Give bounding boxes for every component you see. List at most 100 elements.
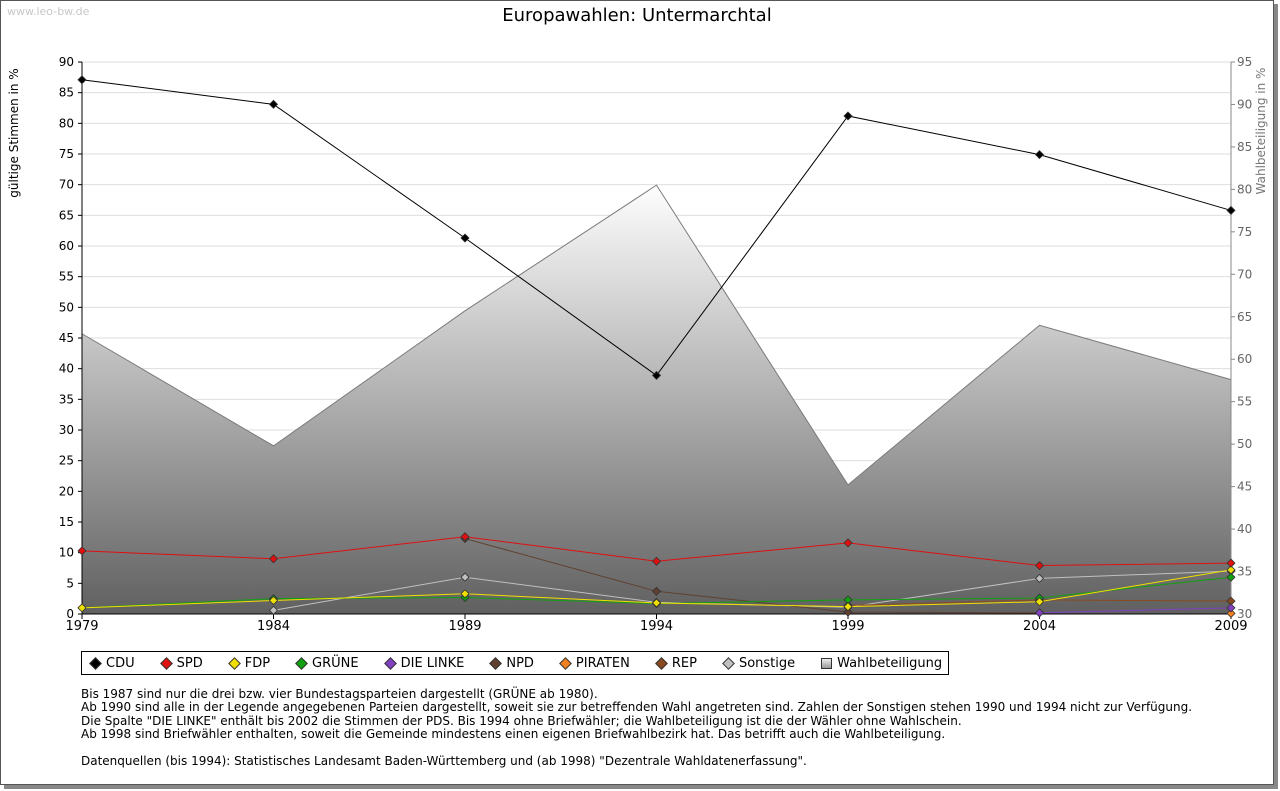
legend-item-gr-ne: GRÜNE [292,656,359,671]
legend-item-piraten: PIRATEN [556,656,630,671]
x-tick-label: 2004 [1023,619,1056,634]
y-axis-label: gültige Stimmen in % [7,68,21,197]
data-point-gr-ne [1226,572,1236,582]
data-point-npd [651,586,662,596]
data-point-cdu [651,370,662,380]
legend-marker-icon [295,657,308,670]
legend-item-cdu: CDU [86,656,135,671]
data-point-npd [843,607,853,617]
legend-item-wahlbeteiligung: Wahlbeteiligung [817,656,942,671]
data-point-spd [843,538,853,548]
y-tick-label: 90 [59,55,74,69]
data-point-spd [651,556,662,566]
x-tick-label: 2009 [1214,619,1247,634]
x-tick-label: 1984 [257,619,290,634]
data-point-fdp [1034,597,1045,607]
data-point-fdp [77,603,87,613]
y2-tick-label: 75 [1237,225,1252,239]
data-point-spd [268,554,279,564]
legend-label: FDP [244,655,271,671]
data-point-spd [1034,560,1045,571]
y2-tick-label: 65 [1237,310,1252,324]
legend-label: NPD [506,655,534,671]
legend-marker-icon [821,658,833,669]
y2-tick-label: 95 [1237,55,1252,69]
legend-label: Sonstige [738,655,796,671]
y-tick-label: 50 [59,300,74,314]
y2-tick-label: 35 [1237,565,1252,579]
legend-item-npd: NPD [486,656,534,671]
y-tick-label: 10 [59,546,74,560]
y2-tick-label: 55 [1237,395,1252,409]
y-tick-label: 25 [59,454,74,468]
watermark: www.leo-bw.de [7,5,90,18]
series-area-wahlbeteiligung [82,185,1231,614]
data-point-cdu [460,233,470,243]
y-tick-label: 65 [59,208,74,222]
data-point-fdp [268,595,279,606]
y-tick-label: 35 [59,392,74,406]
data-point-sonstige [460,572,470,582]
data-point-cdu [843,111,853,121]
y2-tick-label: 60 [1237,352,1252,366]
note-line: Bis 1987 sind nur die drei bzw. vier Bun… [81,687,598,701]
legend-marker-icon [722,657,735,670]
legend-marker-icon [227,657,241,670]
notes: Bis 1987 sind nur die drei bzw. vier Bun… [81,687,1193,769]
legend-label: PIRATEN [575,655,630,671]
data-point-fdp [651,598,662,608]
data-point-die-linke [1226,603,1236,613]
data-point-fdp [1226,565,1236,575]
legend-marker-icon [559,657,572,670]
y2-axis-label: Wahlbeteiligung in % [1254,68,1268,195]
legend-item-die-linke: DIE LINKE [381,655,465,671]
y-tick-label: 15 [59,515,74,529]
y-tick-label: 0 [66,607,74,621]
legend-marker-icon [655,657,668,670]
chart: 0 5 10 15 20 25 30 35 40 45 50 55 60 65 70 75 80 85 90 30 35… [7,5,1268,634]
data-point-die-linke [1034,608,1045,618]
y-tick-label: 80 [59,116,74,130]
data-point-sonstige [1034,573,1045,583]
note-line [81,742,1192,755]
y2-tick-label: 70 [1237,267,1252,281]
y2-tick-label: 85 [1237,140,1252,154]
data-point-piraten [1226,608,1236,618]
note-line: Datenquellen (bis 1994): Statistisches L… [81,754,807,769]
note-line: Ab 1998 sind Briefwähler enthalten, sowe… [81,727,946,742]
note-line: Ab 1990 sind alle in der Legende angegeb… [81,700,1193,715]
series-line-wahlbeteiligung [81,184,1232,486]
legend-label: GRÜNE [312,655,359,671]
series-line-die-linke [1039,607,1232,614]
note-line: Die Spalte "DIE LINKE" enthält bis 2002 … [81,713,962,728]
legend-item-fdp: FDP [225,656,270,671]
chart-title: Europawahlen: Untermarchtal [502,5,771,26]
data-point-spd [77,546,87,556]
legend-item-rep: REP [652,656,697,671]
y2-tick-label: 40 [1237,522,1252,536]
y2-tick-label: 45 [1237,480,1252,494]
x-tick-label: 1989 [448,619,481,634]
legend-label: DIE LINKE [400,655,465,671]
legend-label: REP [671,655,697,671]
legend: CDU SPD FDP GRÜNE DIE LINKE NPD PIRATEN REP Sons… [81,651,950,675]
data-point-spd [460,532,470,542]
data-point-spd [1226,558,1236,568]
legend-label: CDU [106,655,135,671]
legend-item-sonstige: Sonstige [719,656,795,671]
x-tick-label: 1994 [640,619,673,634]
y-tick-label: 5 [66,576,74,590]
y-tick-label: 75 [59,147,74,161]
y2-tick-label: 50 [1237,437,1252,451]
data-point-cdu [1034,150,1045,160]
legend-item-spd: SPD [157,656,203,671]
y2-tick-label: 30 [1237,607,1252,621]
legend-marker-icon [489,657,503,670]
y2-tick-label: 80 [1237,182,1252,196]
y-tick-label: 30 [59,423,74,437]
y2-tick-label: 90 [1237,97,1252,111]
y-tick-label: 60 [59,239,74,253]
x-tick-label: 1999 [831,619,864,634]
y-tick-label: 40 [59,362,74,376]
